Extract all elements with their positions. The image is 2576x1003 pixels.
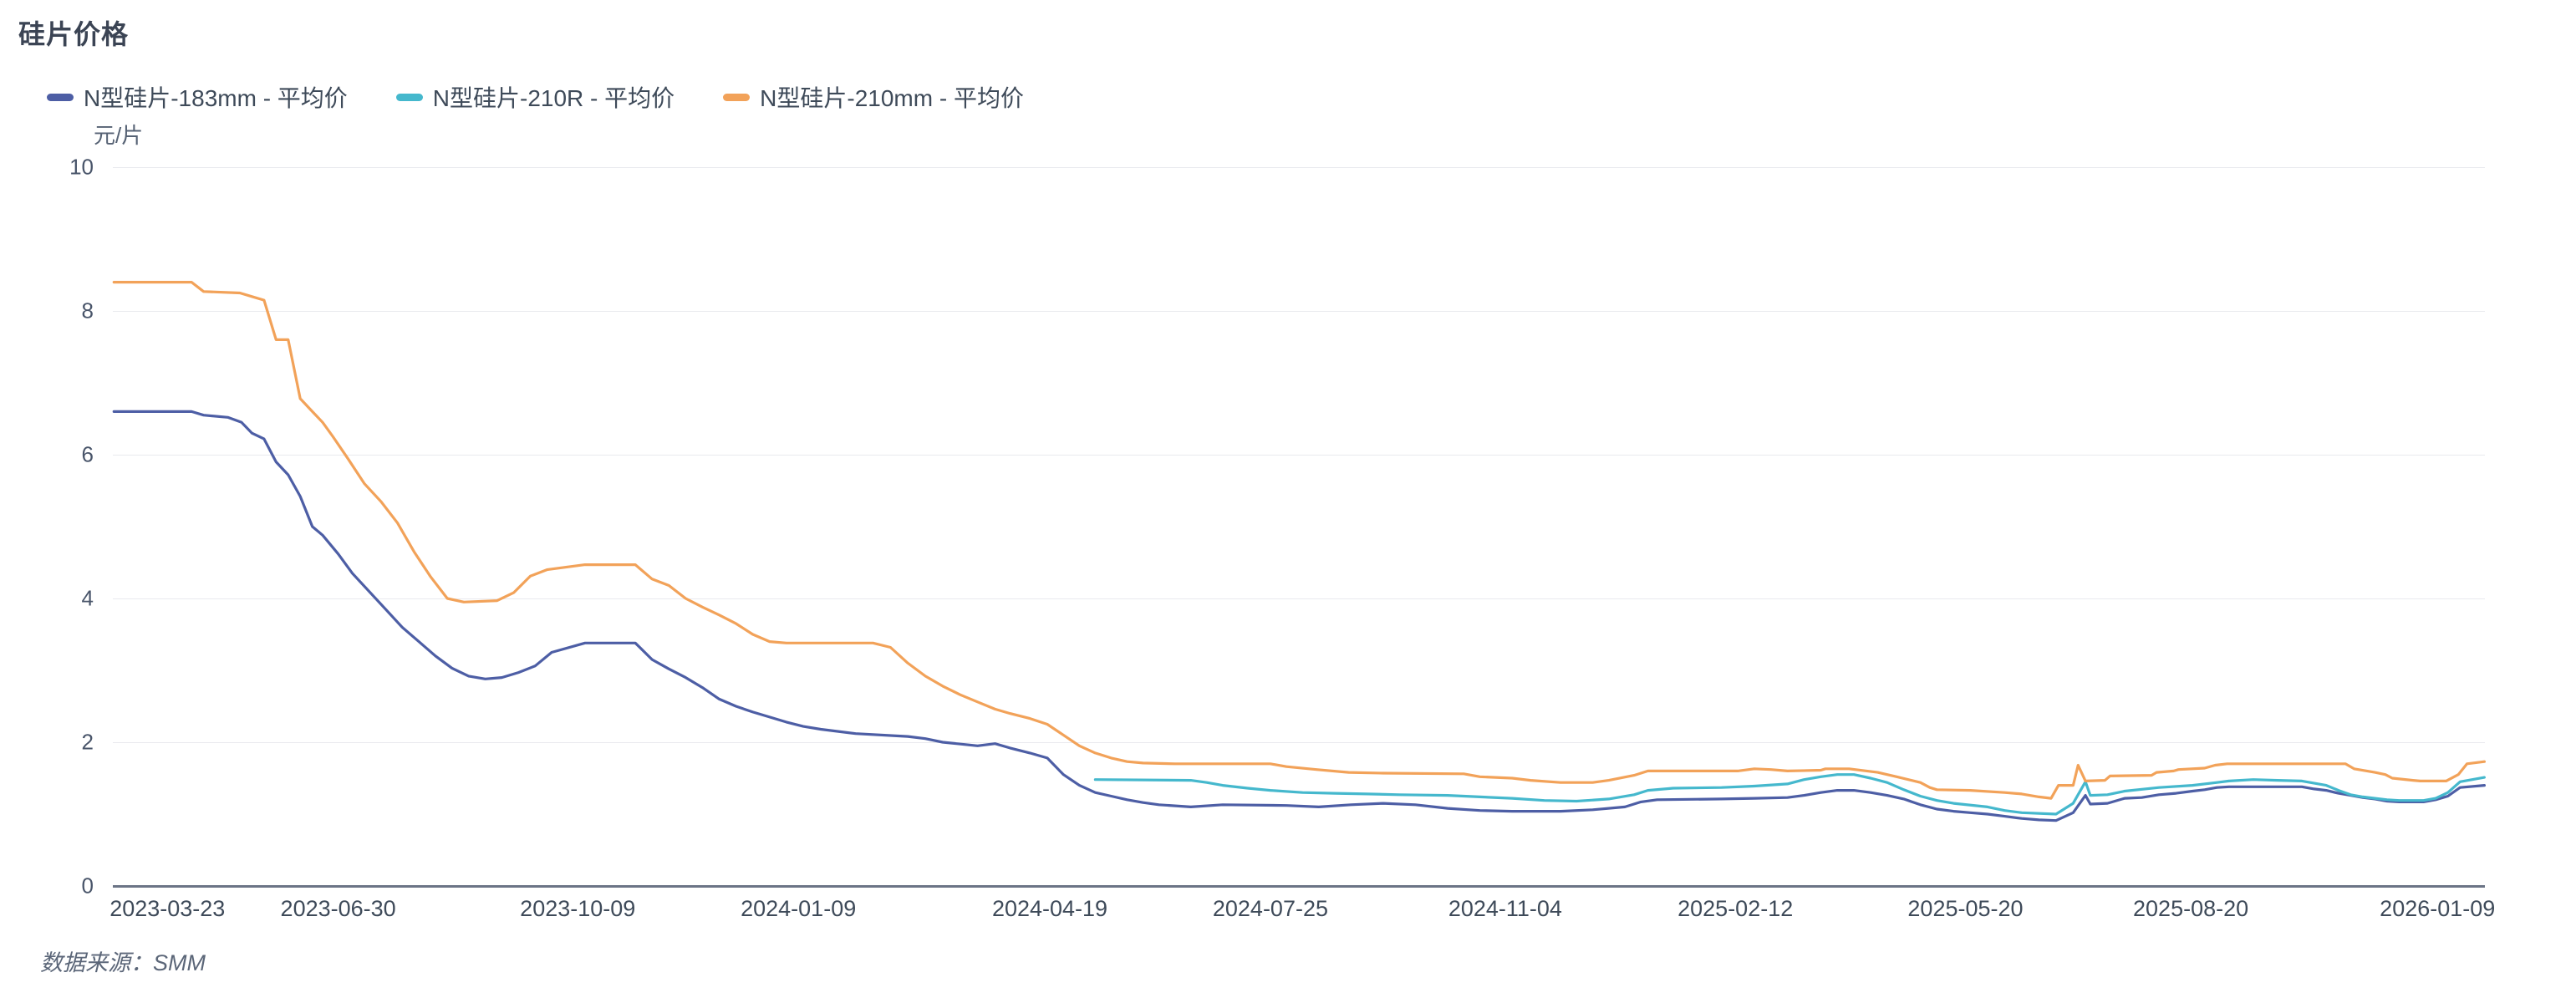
legend-line-marker — [395, 93, 423, 101]
y-tick-label-6: 6 — [81, 441, 94, 467]
y-tick-label-2: 2 — [81, 729, 94, 755]
legend-line-marker — [723, 93, 751, 101]
series-line-0 — [112, 410, 2486, 822]
series-line-2 — [112, 281, 2486, 800]
series-line-1 — [1093, 773, 2486, 816]
legend-label: N型硅片-183mm - 平均价 — [84, 85, 348, 111]
chart-title: 硅片价格 — [18, 19, 130, 49]
x-tick-label-2025-02-12: 2025-02-12 — [1677, 896, 1794, 921]
y-tick-label-8: 8 — [81, 298, 94, 323]
x-tick-label-2025-08-20: 2025-08-20 — [2133, 896, 2249, 921]
legend-label: N型硅片-210mm - 平均价 — [760, 85, 1024, 111]
gridline-y-8 — [113, 311, 2485, 312]
gridline-y-4 — [113, 598, 2485, 599]
x-tick-label-2023-06-30: 2023-06-30 — [280, 896, 396, 921]
gridline-y-6 — [113, 455, 2485, 456]
legend-line-marker — [47, 93, 74, 101]
y-tick-label-4: 4 — [81, 585, 94, 611]
x-tick-label-2024-04-19: 2024-04-19 — [991, 896, 1108, 921]
x-tick-label-2023-03-23: 2023-03-23 — [109, 896, 226, 921]
legend-item-0[interactable]: N型硅片-183mm - 平均价 — [47, 80, 348, 114]
legend-item-1[interactable]: N型硅片-210R - 平均价 — [395, 80, 675, 114]
x-axis-line — [113, 885, 2485, 888]
x-tick-label-2024-01-09: 2024-01-09 — [741, 896, 857, 921]
gridline-y-2 — [113, 742, 2485, 743]
x-tick-label-2023-10-09: 2023-10-09 — [520, 896, 636, 921]
legend-label: N型硅片-210R - 平均价 — [432, 85, 675, 111]
y-tick-label-0: 0 — [81, 873, 94, 899]
y-axis-unit-label: 元/片 — [94, 123, 144, 148]
x-tick-label-2024-07-25: 2024-07-25 — [1212, 896, 1328, 921]
x-tick-label-2026-01-09: 2026-01-09 — [2380, 896, 2496, 921]
gridline-y-10 — [113, 167, 2485, 168]
x-tick-label-2024-11-04: 2024-11-04 — [1448, 896, 1562, 921]
x-tick-label-2025-05-20: 2025-05-20 — [1907, 896, 2024, 921]
legend: N型硅片-183mm - 平均价 N型硅片-210R - 平均价 N型硅片-210m… — [47, 80, 1024, 114]
legend-item-2[interactable]: N型硅片-210mm - 平均价 — [723, 80, 1024, 114]
y-tick-label-10: 10 — [69, 154, 94, 180]
data-source-note: 数据来源：SMM — [40, 950, 206, 975]
